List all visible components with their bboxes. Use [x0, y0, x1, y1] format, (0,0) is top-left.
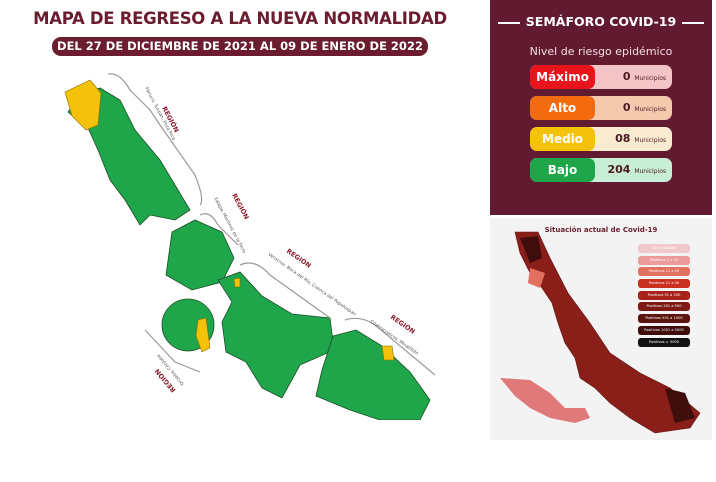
- level-name: Bajo: [530, 158, 595, 182]
- region-label: REGIÓN: [389, 312, 417, 336]
- covid-heat-map: [500, 231, 701, 434]
- map-title: MAPA DE REGRESO A LA NUEVA NORMALIDAD: [33, 9, 447, 28]
- veracruz-region-map: REGIÓN REGIÓN REGIÓN REGIÓN REGIÓN Pánuc…: [64, 73, 436, 420]
- heat-light-zone: [528, 268, 545, 288]
- legend-item: Positivos 1001 a 5000: [638, 325, 690, 335]
- count-unit: Municipios: [634, 106, 666, 113]
- count-value: 08: [615, 132, 631, 145]
- legend-item: Positivos 501 a 1000: [638, 314, 690, 324]
- situacion-panel: Situación actual de Covid-19 Sin positiv…: [490, 218, 712, 440]
- legend-item: Sin positivos: [638, 244, 690, 253]
- risk-level-medio: Medio 08 Municipios: [530, 127, 672, 151]
- count-unit: Municipios: [634, 137, 666, 144]
- region-veracruz-shape: [217, 271, 335, 399]
- level-count: 0 Municipios: [595, 96, 672, 120]
- legend-item: Positivos 1 a 10: [638, 255, 690, 265]
- heat-dark-zone: [665, 388, 695, 423]
- medio-municipality: [233, 277, 241, 288]
- semaforo-subtitle: Nivel de riesgo epidémico: [529, 45, 673, 58]
- medio-municipality: [64, 79, 102, 131]
- semaforo-title: SEMÁFORO COVID-19: [490, 14, 712, 29]
- legend-item: Positivos 201 a 500: [638, 302, 690, 312]
- level-name: Medio: [530, 127, 595, 151]
- region-bracket: [144, 329, 201, 373]
- mexico-inset-shape: [500, 378, 590, 423]
- legend-item: Positivos 51 a 200: [638, 290, 690, 300]
- region-bracket: [239, 262, 331, 319]
- region-bracket: [199, 213, 239, 246]
- count-unit: Municipios: [634, 168, 666, 175]
- region-coatzacoalcos-shape: [315, 329, 431, 420]
- level-count: 0 Municipios: [595, 65, 672, 89]
- veracruz-heat-shape: [514, 231, 701, 434]
- risk-level-máximo: Máximo 0 Municipios: [530, 65, 672, 89]
- region-xalapa-shape: [165, 219, 235, 291]
- level-name: Máximo: [530, 65, 595, 89]
- count-value: 0: [622, 70, 631, 83]
- date-range-banner: DEL 27 DE DICIEMBRE DE 2021 AL 09 DE ENE…: [52, 37, 428, 56]
- legend-item: Positivos 11 a 20: [638, 267, 690, 277]
- cases-legend: Sin positivos Positivos 1 a 10 Positivos 1…: [638, 244, 690, 349]
- risk-level-bajo: Bajo 204 Municipios: [530, 158, 672, 182]
- medio-municipality: [195, 317, 211, 353]
- legend-item: Positivos 21 a 50: [638, 279, 690, 289]
- region-bracket: [107, 73, 203, 206]
- heat-dark-zone: [520, 236, 542, 263]
- semaforo-panel: SEMÁFORO COVID-19 Nivel de riesgo epidém…: [490, 0, 712, 215]
- region-bracket: [344, 317, 436, 376]
- count-value: 204: [607, 163, 631, 176]
- count-unit: Municipios: [634, 75, 666, 82]
- count-value: 0: [622, 101, 631, 114]
- risk-level-alto: Alto 0 Municipios: [530, 96, 672, 120]
- legend-item: Positivos > 5000: [638, 337, 690, 347]
- region-label: REGIÓN: [230, 192, 251, 221]
- situacion-title: Situación actual de Covid-19: [544, 226, 658, 234]
- medio-municipality: [381, 345, 395, 361]
- level-count: 204 Municipios: [595, 158, 672, 182]
- level-count: 08 Municipios: [595, 127, 672, 151]
- level-name: Alto: [530, 96, 595, 120]
